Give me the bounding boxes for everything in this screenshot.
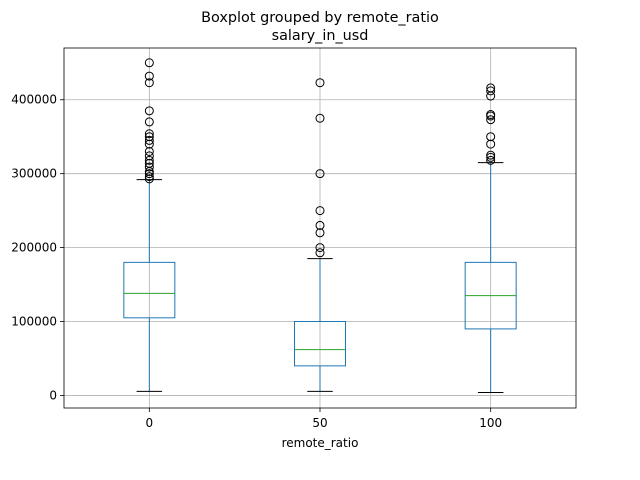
x-tick-label: 0 xyxy=(146,416,154,430)
outlier-point xyxy=(144,172,154,182)
outlier-point xyxy=(144,135,154,145)
outlier-point xyxy=(486,86,496,96)
outlier-point xyxy=(486,150,496,160)
box-group xyxy=(464,83,517,393)
box-group xyxy=(123,58,176,392)
iqr-box xyxy=(294,321,346,367)
outlier-point xyxy=(144,78,154,88)
outlier-point xyxy=(486,155,496,165)
outlier-point xyxy=(144,129,154,139)
outlier-point xyxy=(144,58,154,68)
outlier-point xyxy=(144,139,154,149)
y-tick-label: 200000 xyxy=(11,241,57,255)
outlier-point xyxy=(315,113,325,123)
outlier-point xyxy=(315,228,325,238)
y-tick-label: 0 xyxy=(49,388,57,402)
outlier-point xyxy=(144,155,154,165)
axis-layer: 0 50 100 0 100000 200000 300000 400000 xyxy=(11,93,502,430)
box-group xyxy=(294,78,346,392)
outlier-point xyxy=(315,243,325,253)
y-tick-label: 300000 xyxy=(11,167,57,181)
chart-subtitle: salary_in_usd xyxy=(272,28,369,44)
outlier-point xyxy=(486,115,496,125)
outlier-point xyxy=(144,162,154,172)
outlier-point xyxy=(144,146,154,156)
outlier-point xyxy=(144,151,154,161)
outlier-point xyxy=(144,169,154,179)
outlier-point xyxy=(315,248,325,258)
outlier-point xyxy=(486,110,496,120)
x-tick-label: 100 xyxy=(479,416,502,430)
outlier-point xyxy=(144,71,154,81)
outlier-point xyxy=(315,206,325,216)
iqr-box xyxy=(123,261,176,319)
y-tick-label: 100000 xyxy=(11,315,57,329)
outlier-point xyxy=(144,158,154,168)
outlier-point xyxy=(144,106,154,116)
chart-title: Boxplot grouped by remote_ratio xyxy=(201,10,439,26)
box-layer xyxy=(123,58,517,393)
outlier-point xyxy=(315,220,325,230)
outlier-point xyxy=(486,83,496,93)
outlier-point xyxy=(144,174,154,184)
outlier-point xyxy=(315,78,325,88)
grid-layer xyxy=(64,48,576,408)
outlier-point xyxy=(144,132,154,142)
outlier-point xyxy=(486,132,496,142)
x-axis-label: remote_ratio xyxy=(282,436,359,450)
outlier-point xyxy=(144,117,154,127)
outlier-point xyxy=(486,152,496,162)
x-tick-label: 50 xyxy=(312,416,327,430)
y-tick-label: 400000 xyxy=(11,93,57,107)
outlier-point xyxy=(486,139,496,149)
outlier-point xyxy=(315,169,325,179)
